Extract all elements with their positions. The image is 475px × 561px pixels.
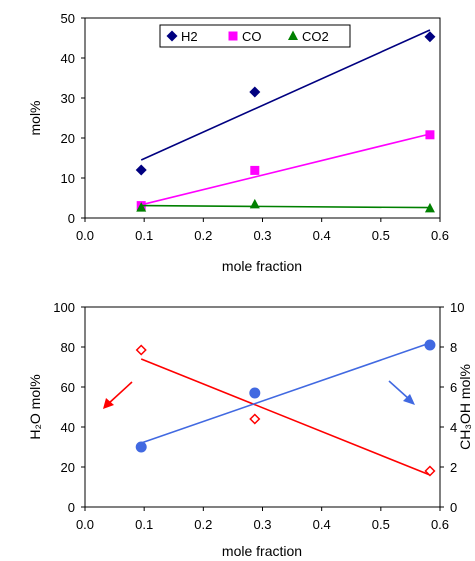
y-tick-label: 0 xyxy=(68,500,75,515)
legend-label-co: CO xyxy=(242,29,262,44)
x-axis-title-top: mole fraction xyxy=(222,258,302,274)
legend-marker-h2 xyxy=(166,30,178,42)
y2-tick-label: 2 xyxy=(450,460,457,475)
x-tick-label: 0.6 xyxy=(431,228,449,243)
legend-label-h2: H2 xyxy=(181,29,198,44)
series-marks-top xyxy=(135,29,436,213)
x-tick-label: 0.1 xyxy=(135,517,153,532)
x-tick-label: 0.0 xyxy=(76,228,94,243)
y-axis-title-top: mol% xyxy=(27,100,43,135)
data-point-co2 xyxy=(136,202,147,212)
data-point-co xyxy=(425,130,435,140)
trendline-h2 xyxy=(140,29,431,161)
y2-tick-label: 10 xyxy=(450,300,464,315)
y-tick-label: 80 xyxy=(61,340,75,355)
data-point-co2 xyxy=(249,198,260,209)
x-tick-label: 0.3 xyxy=(253,228,271,243)
y-axis-title-bottom-left: H₂O mol% xyxy=(27,374,43,439)
series-marks-bottom xyxy=(135,339,436,477)
red-arrow-left xyxy=(103,381,133,409)
data-point-series-1 xyxy=(424,339,436,351)
y-tick-label: 10 xyxy=(61,171,75,186)
x-tick-label: 0.2 xyxy=(194,228,212,243)
chart-bottom: 0.0 0.1 0.2 0.3 0.4 0.5 0.60204060801000246810… xyxy=(27,300,473,559)
x-tick-label: 0.5 xyxy=(372,228,390,243)
data-point-co xyxy=(250,165,260,175)
x-tick-label: 0.1 xyxy=(135,228,153,243)
x-axis-title-bottom: mole fraction xyxy=(222,543,302,559)
x-tick-label: 0.4 xyxy=(313,228,331,243)
legend-label-co2: CO2 xyxy=(302,29,329,44)
data-point-series-0 xyxy=(135,344,147,356)
y2-tick-label: 0 xyxy=(450,500,457,515)
y-axis-title-bottom-right: CH₃OH mol% xyxy=(457,364,473,450)
legend-box xyxy=(159,24,351,48)
x-tick-label: 0.3 xyxy=(253,517,271,532)
data-point-series-0 xyxy=(424,465,436,477)
data-point-series-0 xyxy=(249,413,261,425)
data-point-h2 xyxy=(135,164,147,176)
trendline-series-0 xyxy=(140,358,431,476)
y-tick-label: 20 xyxy=(61,131,75,146)
y-tick-label: 100 xyxy=(53,300,75,315)
blue-arrow-right xyxy=(388,380,415,405)
plot-area-top xyxy=(84,17,441,219)
data-point-h2 xyxy=(249,86,261,98)
x-tick-label: 0.0 xyxy=(76,517,94,532)
y2-tick-label: 4 xyxy=(450,420,457,435)
y-tick-label: 20 xyxy=(61,460,75,475)
chart-top: 0.0 0.1 0.2 0.3 0.4 0.5 0.6 0 10 20 30 40 50 mole fr… xyxy=(27,11,449,274)
legend-marker-co2 xyxy=(288,30,298,40)
y-tick-label: 60 xyxy=(61,380,75,395)
x-tick-label: 0.4 xyxy=(313,517,331,532)
tick-labels-top: 0.0 0.1 0.2 0.3 0.4 0.5 0.6 0 10 20 30 40 50 xyxy=(61,11,450,243)
trendline-series-1 xyxy=(140,342,431,444)
legend-top: H2 CO CO2 xyxy=(159,24,351,48)
trendline-co xyxy=(141,133,431,206)
x-tick-label: 0.6 xyxy=(431,517,449,532)
legend-marker-co xyxy=(228,31,238,41)
x-tick-label: 0.5 xyxy=(372,517,390,532)
data-point-h2 xyxy=(424,31,436,43)
y2-tick-label: 6 xyxy=(450,380,457,395)
trendline-co2 xyxy=(141,204,430,209)
data-point-co2 xyxy=(424,202,435,213)
y-tick-label: 40 xyxy=(61,51,75,66)
y-tick-label: 0 xyxy=(68,211,75,226)
y2-tick-label: 8 xyxy=(450,340,457,355)
data-point-series-1 xyxy=(135,441,147,453)
data-point-series-1 xyxy=(249,387,261,399)
y-tick-label: 40 xyxy=(61,420,75,435)
y-tick-label: 50 xyxy=(61,11,75,26)
x-tick-label: 0.2 xyxy=(194,517,212,532)
y-tick-label: 30 xyxy=(61,91,75,106)
